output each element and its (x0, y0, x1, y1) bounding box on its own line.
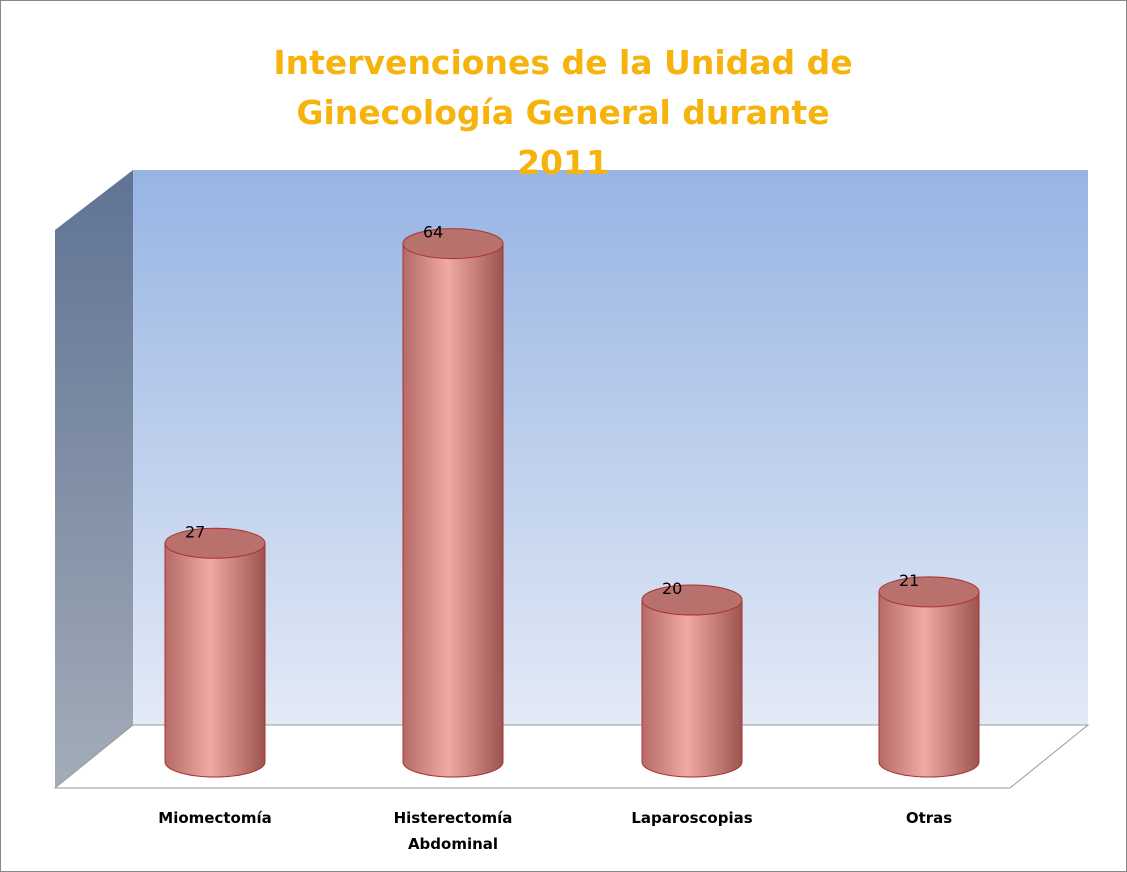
x-tick-label: Histerectomía Abdominal (393, 809, 513, 853)
bar-top (878, 576, 980, 608)
value-label: 21 (899, 571, 919, 590)
value-label: 64 (423, 223, 443, 242)
side-wall (55, 170, 133, 788)
bar-top (402, 228, 504, 260)
bar-body (402, 243, 504, 778)
bar-body (878, 591, 980, 778)
bar-top (641, 584, 743, 616)
floor (53, 724, 1090, 789)
value-label: 27 (185, 522, 205, 541)
bar (164, 527, 266, 778)
bar-body (164, 542, 266, 778)
bar (878, 576, 980, 778)
x-tick-label: Otras (905, 809, 953, 827)
back-wall (133, 170, 1088, 725)
bar (641, 584, 743, 778)
x-tick-label: Miomectomía (158, 809, 272, 827)
chart-title: Intervenciones de la Unidad de Ginecolog… (273, 43, 853, 182)
value-label: 20 (662, 579, 682, 598)
bar-body (641, 599, 743, 778)
bar (402, 228, 504, 778)
x-tick-label: Laparoscopias (631, 809, 753, 827)
bar-top (164, 527, 266, 559)
